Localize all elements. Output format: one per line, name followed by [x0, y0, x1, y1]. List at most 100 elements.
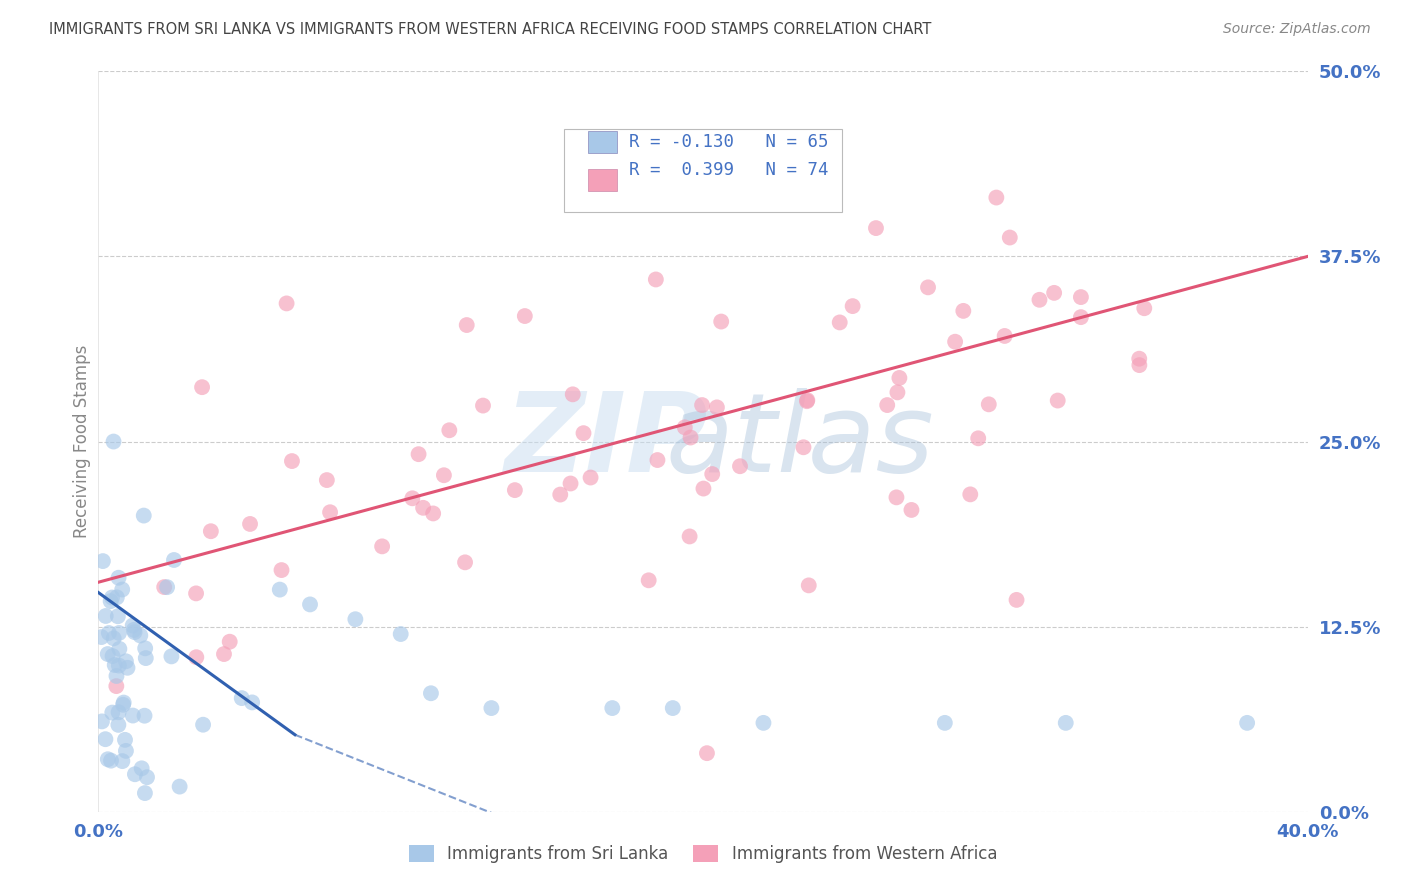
Point	[134, 708, 156, 723]
Point	[647, 453, 669, 467]
Point	[107, 718, 129, 732]
Point	[644, 272, 666, 286]
Point	[865, 221, 887, 235]
Point	[977, 397, 1000, 411]
Point	[100, 594, 122, 608]
Point	[934, 715, 956, 730]
Point	[135, 651, 157, 665]
Point	[212, 647, 235, 661]
Point	[90, 714, 112, 729]
Point	[156, 580, 179, 594]
Point	[420, 686, 443, 700]
Point	[1046, 393, 1069, 408]
Point	[673, 420, 696, 434]
Point	[103, 434, 125, 449]
Text: ZIP: ZIP	[505, 388, 709, 495]
Point	[111, 754, 134, 768]
Point	[454, 555, 477, 569]
Point	[702, 467, 724, 481]
Text: Source: ZipAtlas.com: Source: ZipAtlas.com	[1223, 22, 1371, 37]
Point	[889, 371, 911, 385]
Point	[105, 669, 128, 683]
Point	[579, 470, 602, 484]
Point	[90, 630, 112, 644]
Point	[153, 580, 176, 594]
Point	[886, 385, 908, 400]
Point	[841, 299, 863, 313]
Point	[401, 491, 423, 506]
Point	[917, 280, 939, 294]
Point	[408, 447, 430, 461]
Point	[134, 786, 156, 800]
FancyBboxPatch shape	[588, 169, 617, 191]
Point	[690, 398, 713, 412]
Point	[561, 387, 583, 401]
Point	[108, 626, 131, 640]
Point	[952, 304, 974, 318]
Point	[433, 468, 456, 483]
Point	[679, 431, 702, 445]
Point	[661, 701, 683, 715]
Point	[439, 423, 461, 437]
Point	[943, 334, 966, 349]
Point	[134, 641, 156, 656]
Point	[994, 329, 1017, 343]
FancyBboxPatch shape	[564, 129, 842, 212]
Point	[900, 503, 922, 517]
Text: atlas: atlas	[665, 388, 934, 495]
Point	[276, 296, 298, 310]
Point	[299, 598, 322, 612]
Point	[959, 487, 981, 501]
Point	[121, 618, 143, 632]
Point	[315, 473, 337, 487]
Point	[792, 440, 814, 454]
Point	[1028, 293, 1050, 307]
Point	[967, 431, 990, 445]
Point	[117, 661, 139, 675]
Point	[1005, 593, 1028, 607]
Point	[131, 761, 153, 775]
Point	[136, 770, 159, 784]
Point	[169, 780, 191, 794]
Point	[456, 318, 478, 332]
Point	[129, 628, 152, 642]
Legend: Immigrants from Sri Lanka, Immigrants from Western Africa: Immigrants from Sri Lanka, Immigrants fr…	[402, 838, 1004, 870]
Point	[231, 691, 253, 706]
Point	[124, 625, 146, 640]
Point	[412, 500, 434, 515]
Point	[696, 746, 718, 760]
Point	[1128, 358, 1150, 372]
Point	[97, 752, 120, 766]
Point	[101, 591, 124, 605]
Point	[163, 553, 186, 567]
Point	[112, 696, 135, 710]
Point	[572, 426, 595, 441]
Point	[103, 632, 125, 646]
Point	[513, 309, 536, 323]
Point	[728, 459, 751, 474]
Point	[1128, 351, 1150, 366]
Point	[1043, 285, 1066, 300]
Point	[281, 454, 304, 468]
Point	[97, 647, 120, 661]
Point	[752, 715, 775, 730]
Text: R =  0.399   N = 74: R = 0.399 N = 74	[630, 161, 828, 178]
Point	[481, 701, 503, 715]
Point	[503, 483, 526, 497]
Point	[1054, 715, 1077, 730]
Point	[797, 578, 820, 592]
Point	[191, 717, 214, 731]
Point	[132, 508, 155, 523]
Point	[191, 380, 214, 394]
Point	[97, 626, 120, 640]
Point	[111, 582, 134, 597]
Point	[422, 507, 444, 521]
Point	[200, 524, 222, 539]
Point	[1133, 301, 1156, 316]
Point	[240, 695, 263, 709]
Point	[706, 401, 728, 415]
Point	[121, 708, 143, 723]
Point	[108, 641, 131, 656]
Y-axis label: Receiving Food Stamps: Receiving Food Stamps	[73, 345, 91, 538]
Point	[104, 658, 127, 673]
